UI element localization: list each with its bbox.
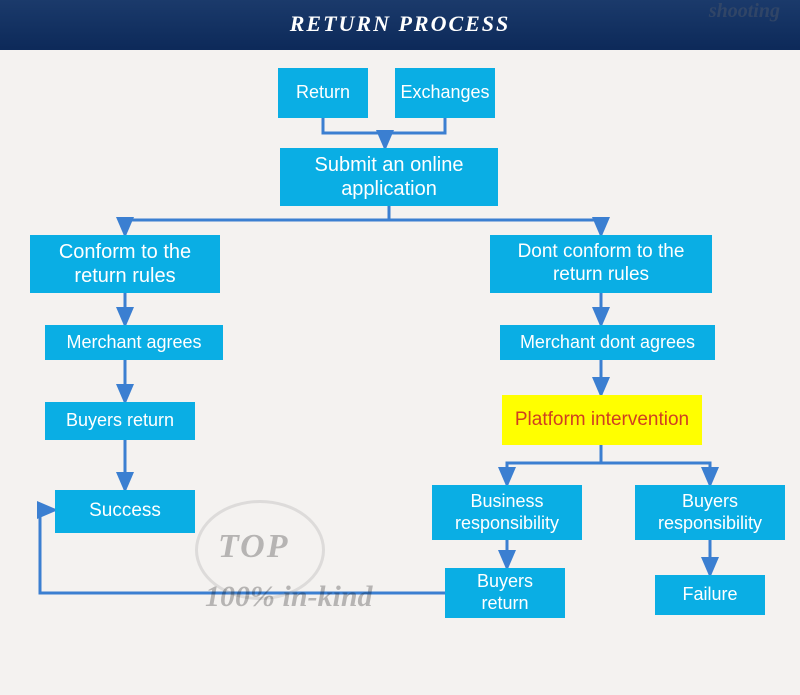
watermark-bottom-line: 100% in-kind <box>205 580 373 614</box>
node-return: Return <box>278 68 368 118</box>
header-bar: RETURN PROCESS <box>0 0 800 50</box>
watermark-top-right: shooting <box>709 0 780 23</box>
node-merchagree: Merchant agrees <box>45 325 223 360</box>
edge-exchanges-submit <box>385 118 445 133</box>
flowchart-canvas: Return Exchanges Submit an online applicat… <box>0 50 800 695</box>
edge-return-submit <box>323 118 385 148</box>
node-bizresp: Business responsibility <box>432 485 582 540</box>
edge-submit-split <box>125 206 389 235</box>
edge-platform-bizresp <box>507 445 601 485</box>
node-submit: Submit an online application <box>280 148 498 206</box>
node-buyersreturn2: Buyers return <box>445 568 565 618</box>
edge-platform-buyersresp <box>601 463 710 485</box>
watermark-top-text: TOP <box>218 528 289 566</box>
node-dontconform: Dont conform to the return rules <box>490 235 712 293</box>
node-exchanges: Exchanges <box>395 68 495 118</box>
node-failure: Failure <box>655 575 765 615</box>
node-merchdont: Merchant dont agrees <box>500 325 715 360</box>
header-title: RETURN PROCESS <box>290 11 511 37</box>
node-buyersresp: Buyers responsibility <box>635 485 785 540</box>
node-buyersreturn1: Buyers return <box>45 402 195 440</box>
node-success: Success <box>55 490 195 533</box>
node-platform: Platform intervention <box>502 395 702 445</box>
node-conform: Conform to the return rules <box>30 235 220 293</box>
watermark-circle <box>195 500 325 600</box>
edge-submit-split2 <box>389 220 601 235</box>
